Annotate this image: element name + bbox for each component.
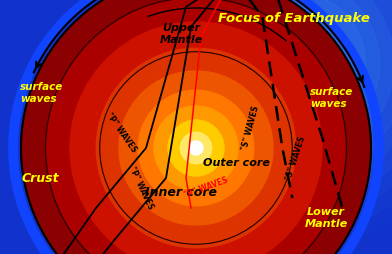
Circle shape	[194, 0, 392, 164]
Circle shape	[70, 22, 322, 254]
Text: Outer core: Outer core	[203, 158, 269, 168]
Circle shape	[280, 49, 308, 78]
Circle shape	[223, 0, 365, 135]
Text: "P" WAVES: "P" WAVES	[104, 112, 138, 154]
Text: Upper
Mantle: Upper Mantle	[160, 23, 203, 45]
Circle shape	[180, 132, 212, 164]
Circle shape	[154, 106, 238, 190]
Circle shape	[208, 0, 380, 149]
Circle shape	[96, 48, 296, 248]
Circle shape	[23, 0, 369, 254]
Circle shape	[180, 0, 392, 178]
Circle shape	[108, 0, 392, 249]
Circle shape	[189, 141, 203, 155]
Circle shape	[137, 0, 392, 221]
Text: surface
waves: surface waves	[20, 82, 63, 104]
Circle shape	[94, 0, 392, 254]
Circle shape	[151, 0, 392, 206]
Text: "S" WAVES: "S" WAVES	[241, 105, 261, 151]
Circle shape	[72, 24, 320, 254]
Text: "P" WAVES: "P" WAVES	[183, 176, 229, 200]
Text: Crust: Crust	[22, 171, 60, 184]
Circle shape	[119, 71, 273, 225]
Circle shape	[123, 0, 392, 235]
Text: Focus of Earthquake: Focus of Earthquake	[218, 12, 370, 25]
Circle shape	[251, 21, 337, 106]
Circle shape	[237, 6, 351, 121]
Circle shape	[171, 123, 221, 173]
Text: "P" WAVES: "P" WAVES	[127, 165, 155, 211]
Circle shape	[165, 0, 392, 192]
Text: surface
waves: surface waves	[310, 87, 353, 109]
Circle shape	[265, 35, 323, 92]
Text: Inner core: Inner core	[145, 186, 217, 199]
Circle shape	[122, 74, 270, 222]
Circle shape	[138, 90, 254, 206]
Circle shape	[47, 0, 345, 254]
Circle shape	[97, 49, 295, 247]
Text: Lower
Mantle: Lower Mantle	[304, 207, 348, 229]
Circle shape	[21, 0, 371, 254]
Text: "S" WAVES: "S" WAVES	[285, 135, 307, 181]
Circle shape	[147, 99, 245, 198]
Circle shape	[45, 0, 347, 254]
Circle shape	[168, 120, 224, 176]
